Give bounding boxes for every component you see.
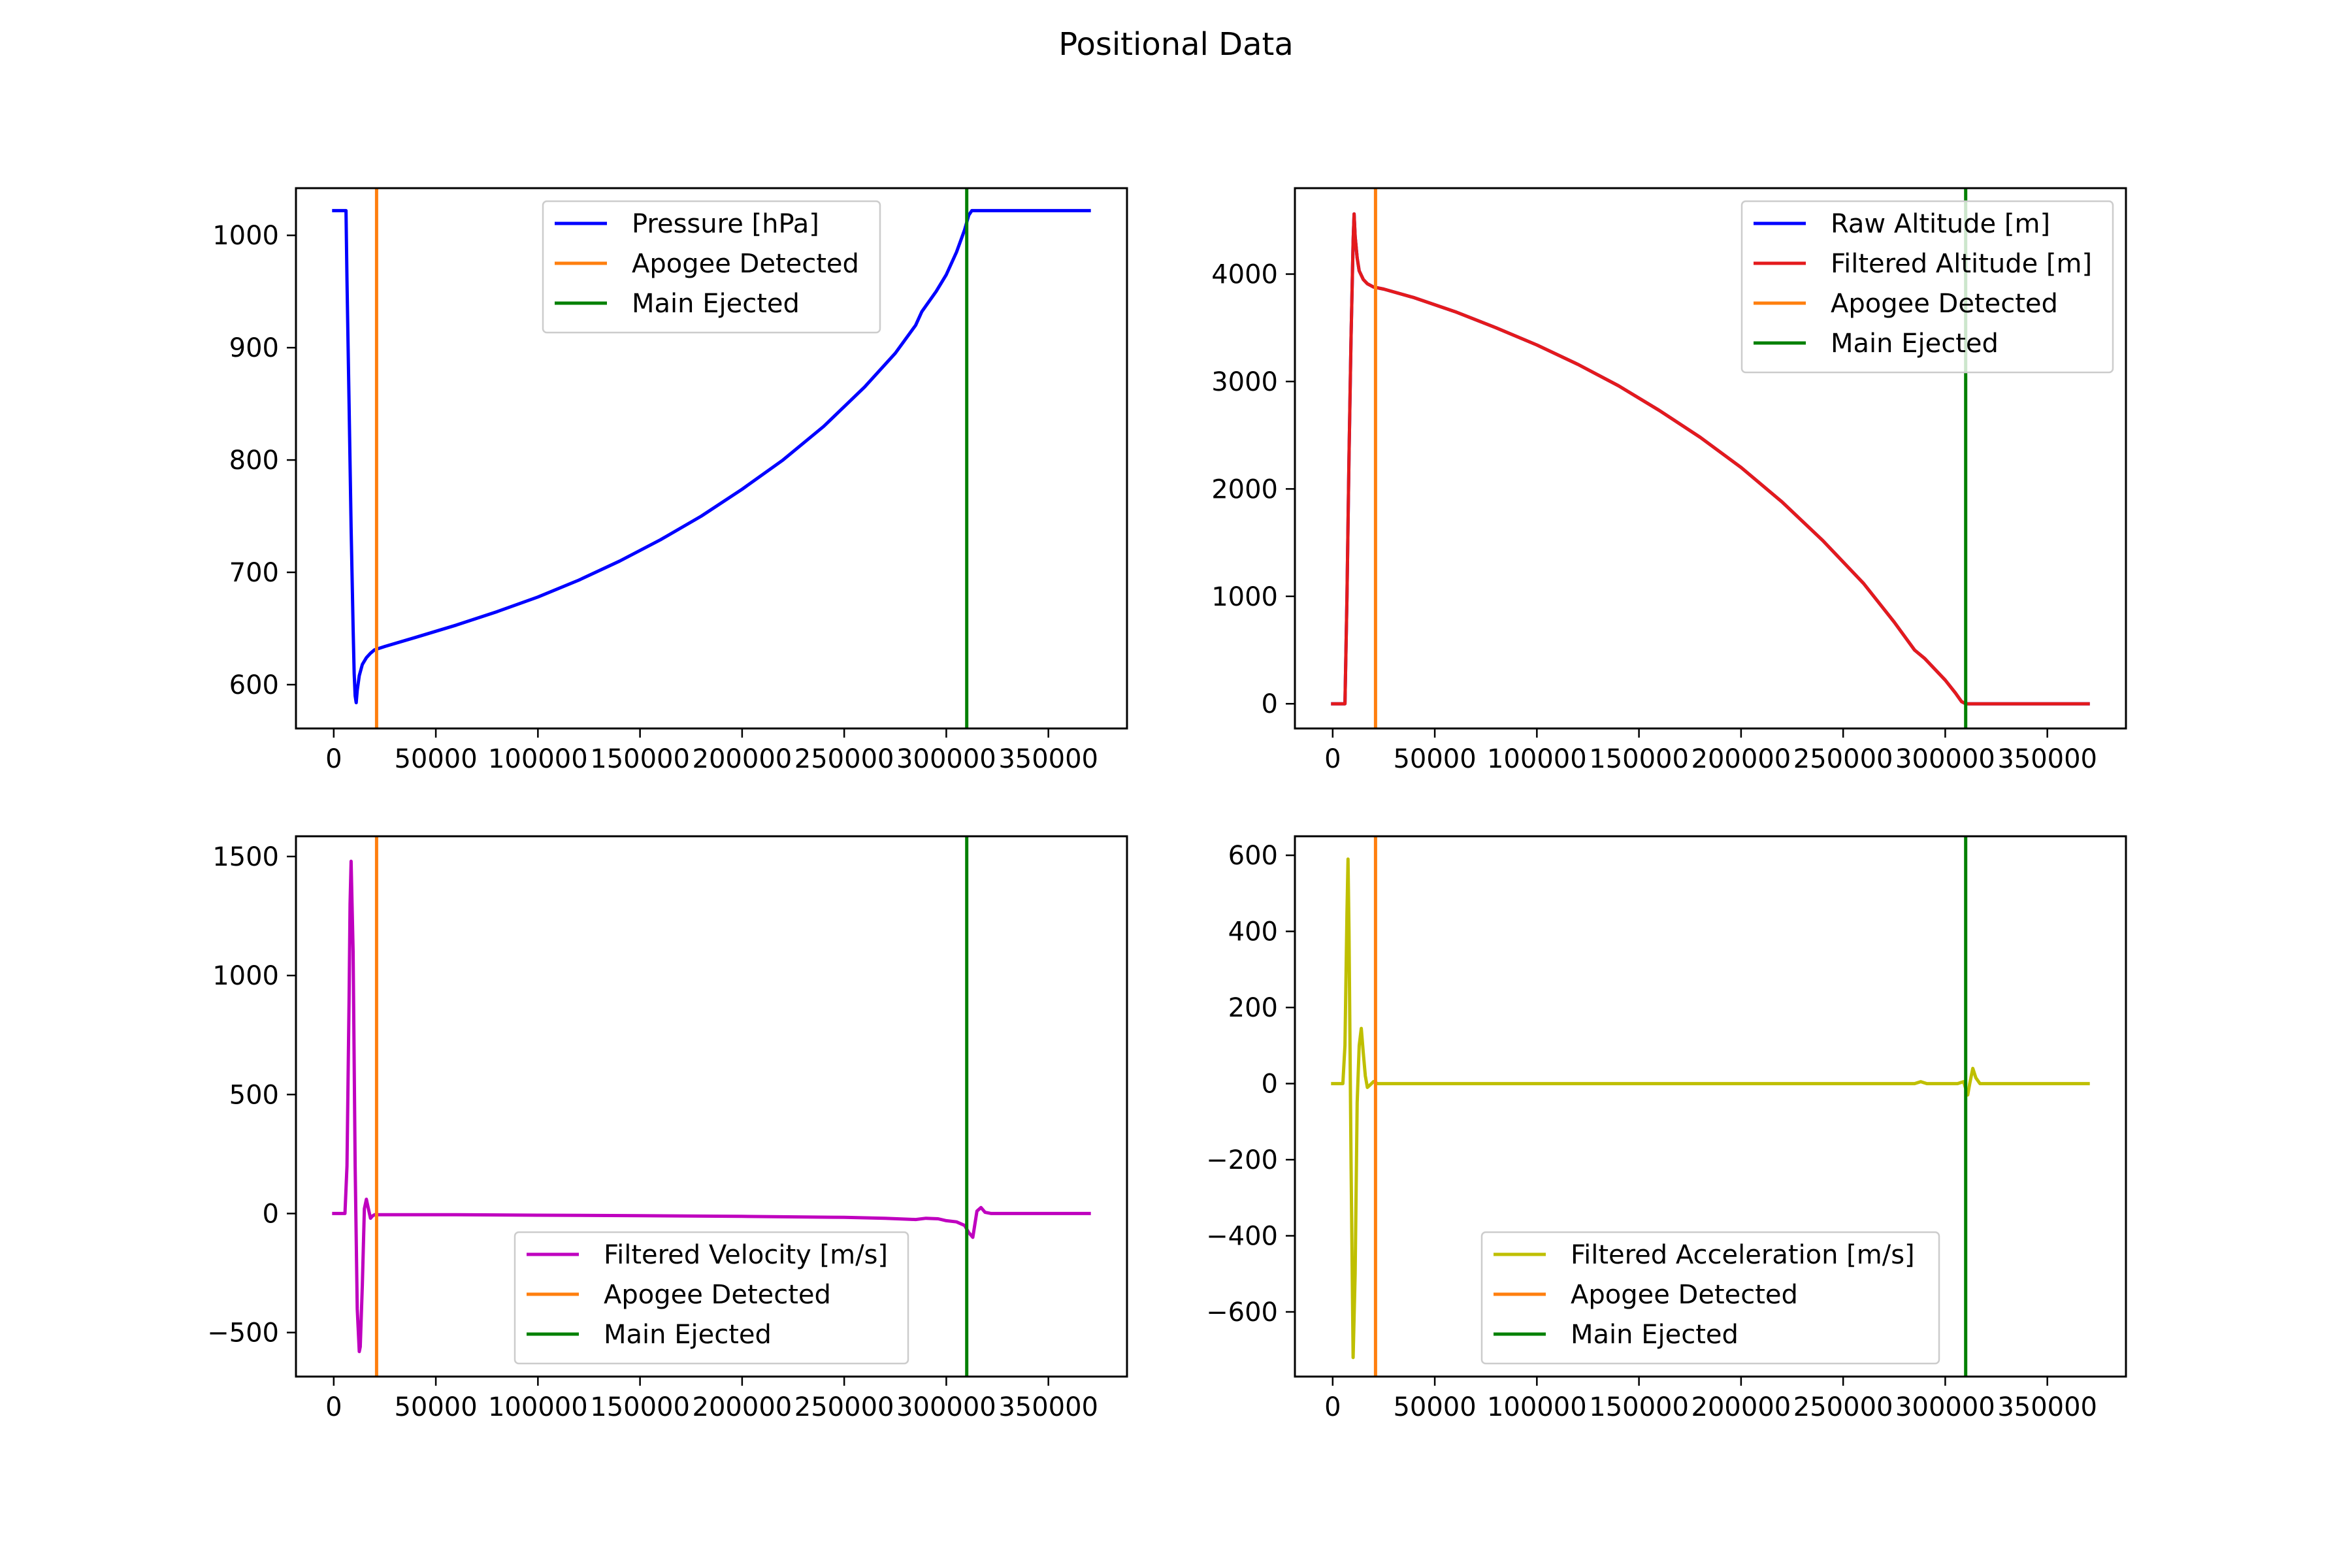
x-tick-label: 0 bbox=[1324, 1392, 1341, 1422]
figure-title: Positional Data bbox=[1058, 26, 1294, 63]
y-tick-label: 4000 bbox=[1211, 260, 1278, 290]
x-tick-label: 350000 bbox=[1997, 1392, 2097, 1422]
x-tick-label: 100000 bbox=[488, 1392, 588, 1422]
legend-entry: Filtered Altitude [m] bbox=[1831, 249, 2092, 279]
x-tick-label: 300000 bbox=[1895, 744, 1995, 774]
x-tick-label: 350000 bbox=[1997, 744, 2097, 774]
legend-box bbox=[1480, 1231, 1940, 1365]
chart-panel-2: 0 50000 100000 150000 200000 250000 300000 3500… bbox=[1211, 187, 2127, 774]
x-tick-label: 150000 bbox=[590, 744, 690, 774]
x-tick-label: 350000 bbox=[998, 744, 1098, 774]
x-tick-label: 150000 bbox=[590, 1392, 690, 1422]
y-tick-label: 3000 bbox=[1211, 367, 1278, 397]
x-tick-label: 50000 bbox=[1393, 744, 1476, 774]
legend-entry: Filtered Velocity [m/s] bbox=[604, 1240, 888, 1270]
chart-panel-3: 0 50000 100000 150000 200000 250000 300000 3500… bbox=[207, 835, 1128, 1422]
legend: Filtered Acceleration [m/s] Apogee Detect… bbox=[1480, 1231, 1940, 1365]
y-tick-label: 0 bbox=[1262, 689, 1278, 719]
x-tick-label: 100000 bbox=[1487, 1392, 1587, 1422]
x-tick-label: 100000 bbox=[488, 744, 588, 774]
x-tick-label: 0 bbox=[325, 744, 342, 774]
legend: Pressure [hPa] Apogee Detected Main Ejecte… bbox=[542, 200, 881, 334]
y-tick-label: 1000 bbox=[1211, 582, 1278, 612]
x-tick-label: 350000 bbox=[998, 1392, 1098, 1422]
y-tick-label: −400 bbox=[1206, 1222, 1278, 1252]
x-tick-label: 250000 bbox=[794, 1392, 894, 1422]
y-tick-label: −600 bbox=[1206, 1298, 1278, 1328]
x-tick-label: 150000 bbox=[1589, 744, 1689, 774]
legend-box bbox=[1740, 200, 2114, 374]
x-tick-label: 200000 bbox=[1691, 1392, 1791, 1422]
y-tick-label: 1000 bbox=[212, 961, 279, 991]
x-tick-label: 50000 bbox=[394, 744, 477, 774]
y-tick-label: −500 bbox=[207, 1318, 279, 1348]
legend-entry: Apogee Detected bbox=[604, 1280, 831, 1310]
axes-frame bbox=[1294, 835, 2127, 1378]
x-tick-label: 300000 bbox=[1895, 1392, 1995, 1422]
y-tick-label: 200 bbox=[1228, 993, 1278, 1023]
legend-entry: Raw Altitude [m] bbox=[1831, 209, 2050, 239]
legend-box bbox=[542, 200, 881, 334]
y-tick-label: 0 bbox=[1262, 1070, 1278, 1100]
axes-frame bbox=[295, 835, 1128, 1378]
x-tick-label: 250000 bbox=[794, 744, 894, 774]
x-tick-label: 250000 bbox=[1793, 1392, 1893, 1422]
legend-entry: Main Ejected bbox=[1571, 1320, 1739, 1350]
x-tick-label: 250000 bbox=[1793, 744, 1893, 774]
series-lines bbox=[1331, 836, 2090, 1377]
legend-entry: Main Ejected bbox=[632, 289, 800, 319]
y-tick-label: 900 bbox=[229, 333, 279, 363]
legend: Raw Altitude [m] Filtered Altitude [m] Apo… bbox=[1740, 200, 2114, 374]
chart-panel-4: 0 50000 100000 150000 200000 250000 300000 3500… bbox=[1206, 835, 2127, 1422]
legend-entry: Main Ejected bbox=[1831, 329, 1999, 359]
y-tick-label: 600 bbox=[229, 670, 279, 700]
legend-entry: Apogee Detected bbox=[1831, 289, 2058, 319]
y-tick-label: 1500 bbox=[212, 842, 279, 872]
x-tick-label: 100000 bbox=[1487, 744, 1587, 774]
y-tick-label: 600 bbox=[1228, 841, 1278, 871]
y-tick-label: 400 bbox=[1228, 917, 1278, 947]
legend-entry: Apogee Detected bbox=[1571, 1280, 1798, 1310]
legend-entry: Main Ejected bbox=[604, 1320, 772, 1350]
x-tick-label: 0 bbox=[325, 1392, 342, 1422]
legend-entry: Pressure [hPa] bbox=[632, 209, 819, 239]
y-tick-label: 700 bbox=[229, 558, 279, 588]
legend-box bbox=[514, 1231, 909, 1365]
chart-grid: 0 50000 100000 150000 200000 250000 300000 3500… bbox=[207, 187, 2127, 1422]
axes-frame bbox=[295, 187, 1128, 730]
x-tick-label: 50000 bbox=[1393, 1392, 1476, 1422]
chart-panel-1: 0 50000 100000 150000 200000 250000 300000 3500… bbox=[212, 187, 1128, 774]
y-tick-label: −200 bbox=[1206, 1145, 1278, 1175]
series-line-filtered-altitude-m bbox=[1331, 212, 2090, 706]
series-line-filtered-velocity-m-s bbox=[332, 859, 1091, 1354]
legend-entry: Apogee Detected bbox=[632, 249, 859, 279]
y-tick-label: 1000 bbox=[212, 221, 279, 251]
y-tick-label: 2000 bbox=[1211, 474, 1278, 504]
x-tick-label: 200000 bbox=[693, 1392, 792, 1422]
series-lines bbox=[332, 188, 1091, 728]
legend: Filtered Velocity [m/s] Apogee Detected Ma… bbox=[514, 1231, 909, 1365]
x-tick-label: 300000 bbox=[896, 1392, 996, 1422]
x-tick-label: 150000 bbox=[1589, 1392, 1689, 1422]
axes-frame bbox=[1294, 187, 2127, 730]
x-tick-label: 300000 bbox=[896, 744, 996, 774]
legend-entry: Filtered Acceleration [m/s] bbox=[1571, 1240, 1915, 1270]
x-tick-label: 200000 bbox=[693, 744, 792, 774]
x-tick-label: 200000 bbox=[1691, 744, 1791, 774]
series-line-pressure-hpa bbox=[332, 208, 1091, 704]
y-tick-label: 500 bbox=[229, 1080, 279, 1110]
x-tick-label: 50000 bbox=[394, 1392, 477, 1422]
y-tick-label: 800 bbox=[229, 446, 279, 476]
y-tick-label: 0 bbox=[263, 1199, 279, 1229]
x-tick-label: 0 bbox=[1324, 744, 1341, 774]
series-lines bbox=[332, 836, 1091, 1377]
